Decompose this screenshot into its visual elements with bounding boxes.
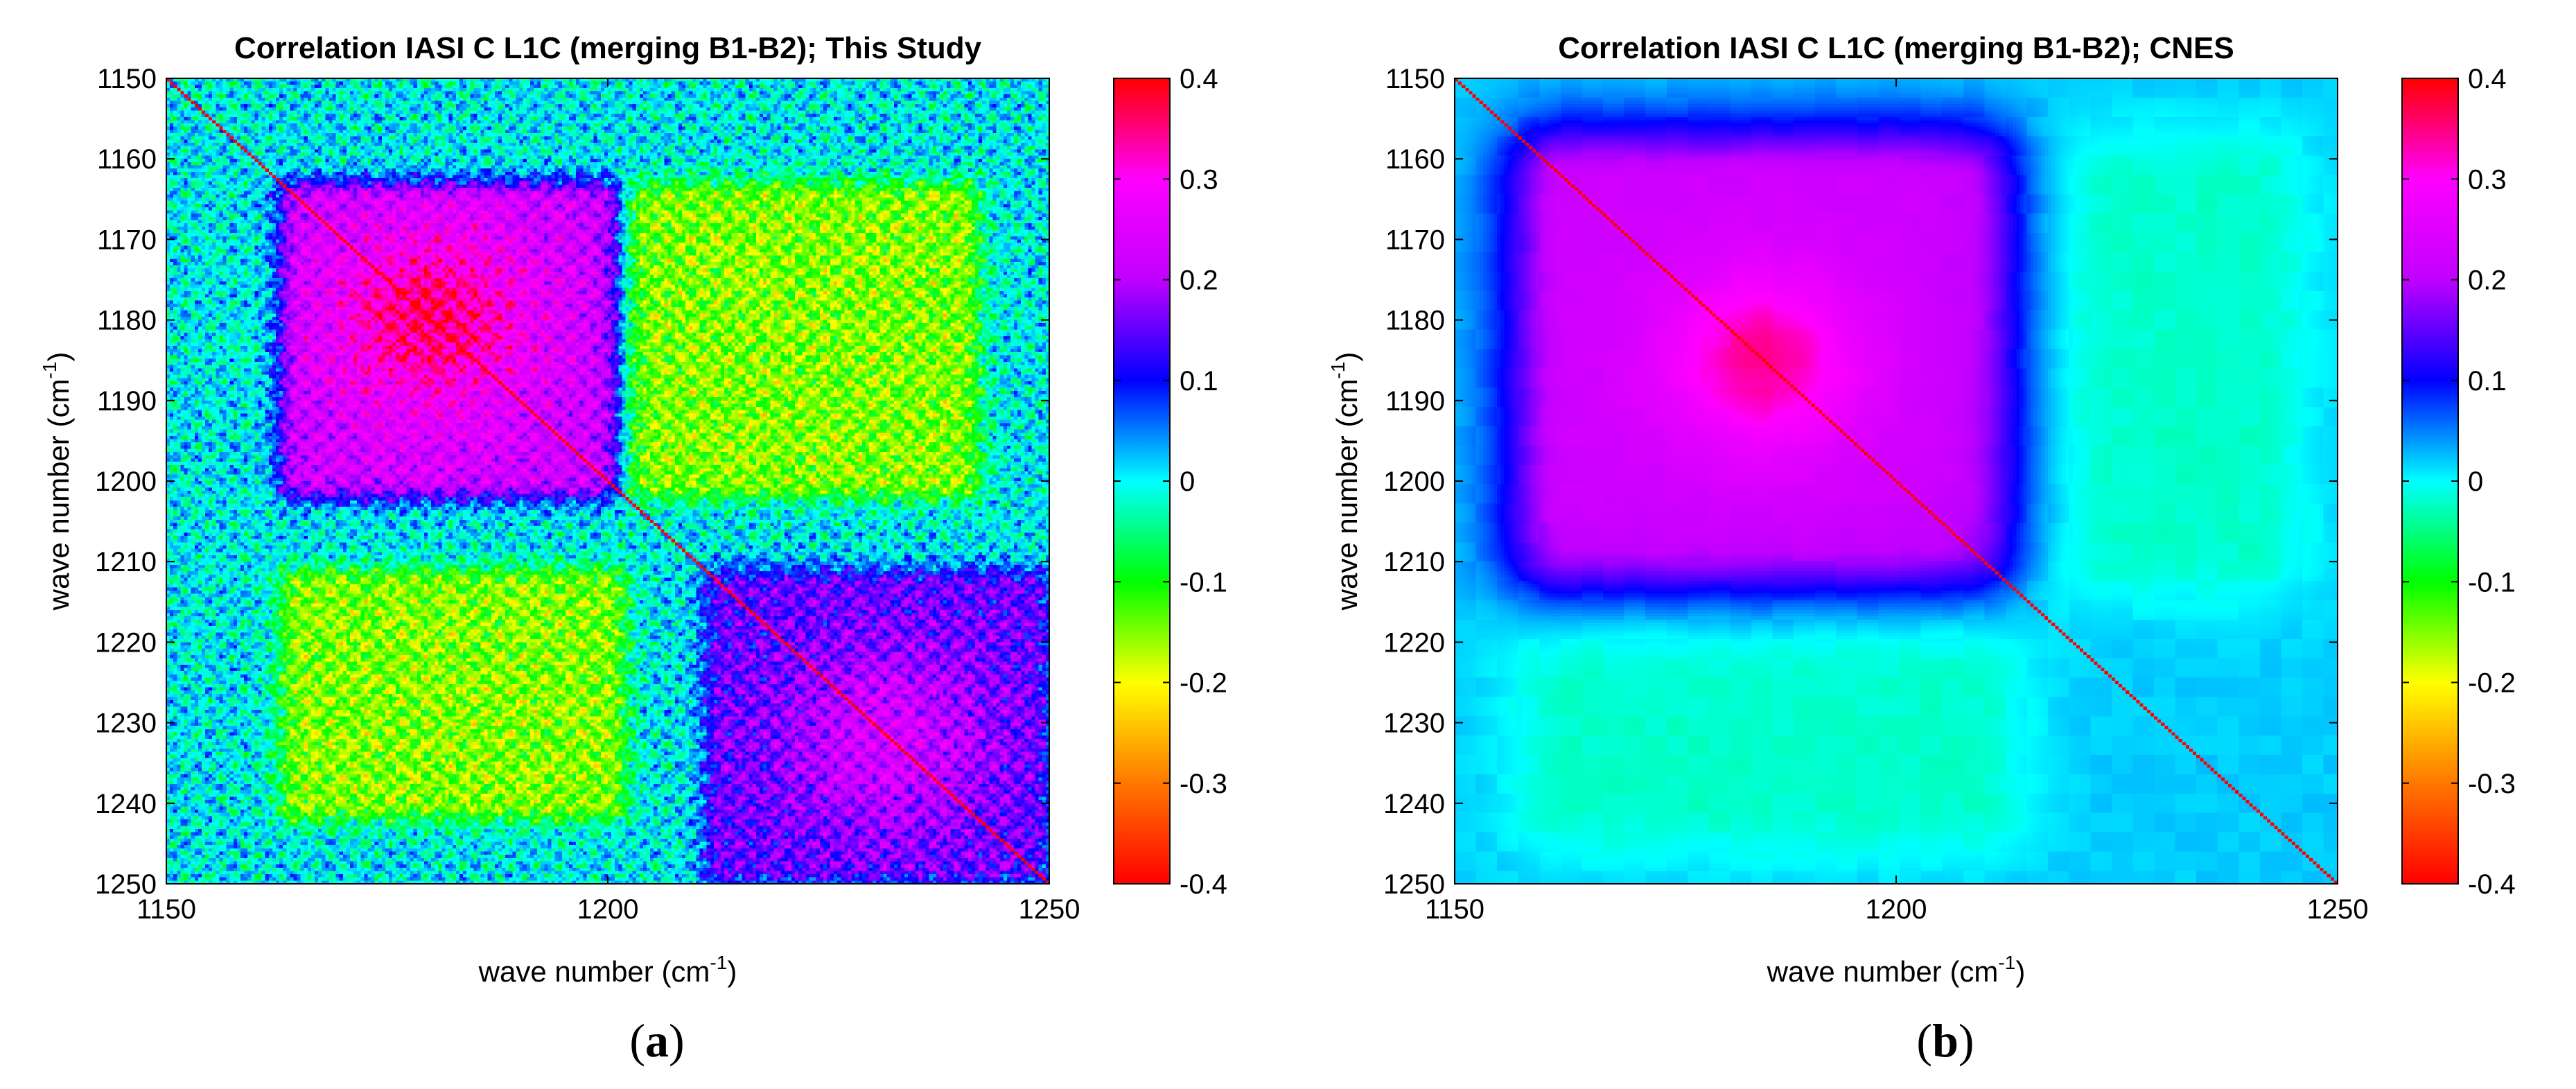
colorbar — [1113, 78, 1171, 885]
y-tick-label: 1180 — [1385, 306, 1445, 336]
colorbar-tick-label: 0.3 — [2468, 164, 2507, 195]
panel-b: Correlation IASI C L1C (merging B1-B2); … — [1288, 0, 2576, 1089]
y-tick-label: 1230 — [95, 708, 157, 739]
x-tick-label: 1150 — [1425, 894, 1484, 925]
colorbar-tick-label: 0 — [2468, 467, 2483, 497]
y-axis: 1150 1160 1170 1180 1190 1200 1210 1220 1230 1240… — [95, 64, 1049, 900]
heatmap-image — [1455, 78, 2338, 884]
x-tick-label: 1250 — [2307, 894, 2369, 925]
y-tick-label: 1150 — [1385, 64, 1445, 94]
chart-title: Correlation IASI C L1C (merging B1-B2); … — [234, 31, 982, 65]
colorbar-tick-label: 0.4 — [2468, 64, 2507, 94]
y-tick-label: 1240 — [1383, 789, 1445, 819]
x-axis-label: wave number (cm-1) — [478, 952, 737, 988]
x-tick-label: 1150 — [137, 894, 196, 925]
x-tick-label: 1200 — [1866, 894, 1927, 925]
colorbar-tick-label: 0.1 — [1180, 366, 1218, 397]
y-tick-label: 1160 — [97, 144, 157, 175]
y-tick-label: 1190 — [1385, 386, 1445, 417]
colorbar-axis: 0.4 0.3 0.2 0.1 0 -0.1 -0.2 -0.3 -0.4 — [1114, 64, 1227, 900]
chart-title: Correlation IASI C L1C (merging B1-B2); … — [1558, 31, 2234, 65]
panel-caption: (b) — [1916, 1014, 1974, 1067]
colorbar-tick-label: -0.2 — [2468, 668, 2516, 699]
y-tick-label: 1230 — [1383, 708, 1445, 739]
x-axis: 1150 1200 1250 — [1425, 78, 2369, 925]
y-tick-label: 1200 — [95, 467, 157, 497]
y-tick-label: 1190 — [97, 386, 157, 417]
y-axis-label: wave number (cm-1) — [1327, 352, 1363, 611]
colorbar-tick-label: -0.3 — [2468, 769, 2516, 799]
colorbar-tick-label: 0.4 — [1180, 64, 1218, 94]
colorbar-tick-label: 0.1 — [2468, 366, 2507, 397]
chart-a-svg: Correlation IASI C L1C (merging B1-B2); … — [39, 31, 1227, 1067]
y-tick-label: 1210 — [1383, 547, 1445, 577]
colorbar-tick-label: -0.4 — [2468, 869, 2516, 900]
chart-b-svg: Correlation IASI C L1C (merging B1-B2); … — [1327, 31, 2516, 1067]
y-tick-label: 1210 — [95, 547, 157, 577]
x-tick-label: 1200 — [577, 894, 639, 925]
colorbar-tick-label: 0 — [1180, 467, 1195, 497]
panel-caption: (a) — [629, 1014, 684, 1067]
y-tick-label: 1220 — [95, 627, 157, 658]
colorbar-tick-label: -0.1 — [2468, 567, 2516, 598]
colorbar-tick-label: -0.4 — [1180, 869, 1227, 900]
x-axis-label: wave number (cm-1) — [1767, 952, 2026, 988]
y-tick-label: 1240 — [95, 789, 157, 819]
heatmap-image — [166, 78, 1049, 884]
y-tick-label: 1170 — [97, 225, 157, 255]
y-tick-label: 1150 — [97, 64, 157, 94]
colorbar-tick-label: -0.3 — [1180, 769, 1227, 799]
y-tick-label: 1220 — [1383, 627, 1445, 658]
colorbar-tick-label: 0.2 — [2468, 265, 2507, 296]
colorbar-axis: 0.4 0.3 0.2 0.1 0 -0.1 -0.2 -0.3 -0.4 — [2402, 64, 2516, 900]
colorbar-tick-label: 0.3 — [1180, 164, 1218, 195]
colorbar-tick-label: 0.2 — [1180, 265, 1218, 296]
colorbar-tick-label: -0.1 — [1180, 567, 1227, 598]
y-tick-label: 1200 — [1383, 467, 1445, 497]
colorbar-tick-label: -0.2 — [1180, 668, 1227, 699]
y-tick-label: 1250 — [95, 869, 157, 900]
x-axis: 1150 1200 1250 — [137, 78, 1080, 925]
panel-a: Correlation IASI C L1C (merging B1-B2); … — [39, 31, 1227, 1067]
x-tick-label: 1250 — [1019, 894, 1080, 925]
colorbar — [2401, 78, 2459, 885]
y-tick-label: 1250 — [1383, 869, 1445, 900]
y-tick-label: 1160 — [1385, 144, 1445, 175]
y-tick-label: 1180 — [97, 306, 157, 336]
y-axis-label: wave number (cm-1) — [39, 352, 75, 611]
y-axis: 1150 1160 1170 1180 1190 1200 1210 1220 1230 1240… — [1383, 64, 2338, 900]
y-tick-label: 1170 — [1385, 225, 1445, 255]
